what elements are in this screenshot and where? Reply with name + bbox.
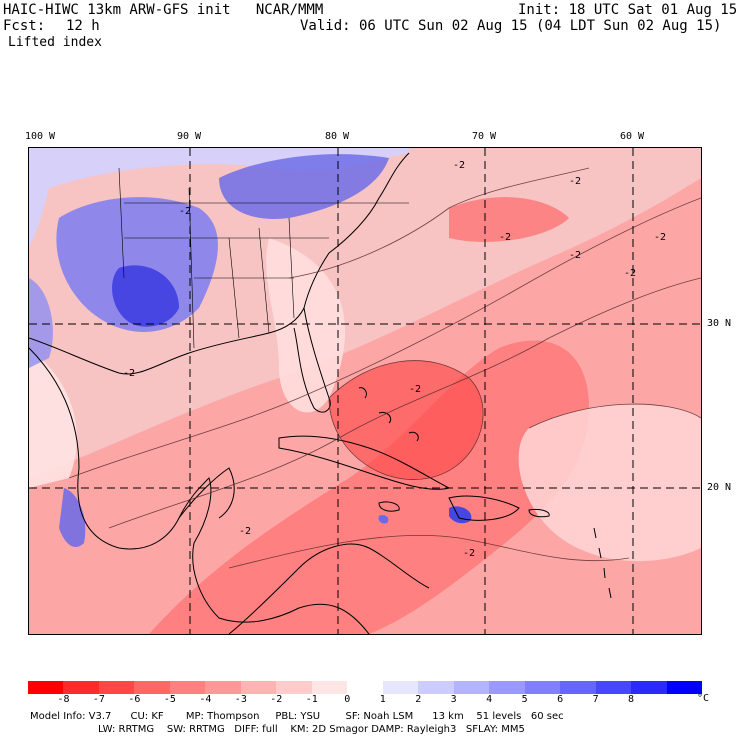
- state-border-lines-horizontal: [124, 202, 409, 279]
- colorbar-segment: [382, 681, 419, 694]
- contour-label: -2: [624, 268, 636, 279]
- strong-warm-core: [329, 360, 484, 480]
- valid-time: Valid: 06 UTC Sun 02 Aug 15 (04 LDT Sun …: [300, 18, 722, 34]
- contour-labels: -2 -2 -2 -2 -2 -2 -2 -2 -2 -2 -2: [123, 160, 666, 559]
- colorbar-unit: °C: [697, 693, 710, 704]
- bahamas-outline-2: [378, 411, 392, 424]
- lon-label-60w: 60 W: [619, 131, 645, 142]
- colorbar-segment: [666, 681, 703, 694]
- contour-1: [68, 197, 701, 479]
- model-info-line2: LW: RRTMG SW: RRTMG DIFF: full KM: 2D Sm…: [98, 724, 525, 735]
- model-info-line1: Model Info: V3.7 CU: KF MP: Thompson PBL…: [30, 711, 564, 722]
- contour-label: -2: [463, 548, 475, 559]
- colorbar-tick-label: -6: [128, 694, 141, 705]
- colorbar-tick-label: -5: [163, 694, 176, 705]
- colorbar-tick-label: -2: [270, 694, 283, 705]
- colorbar-segment: [631, 681, 668, 694]
- contour-label: -2: [409, 384, 421, 395]
- graticule: [29, 148, 701, 634]
- lat-label-20n: 20 N: [707, 482, 732, 493]
- antilles-outline: [593, 527, 612, 599]
- colorbar-tick-label: -1: [305, 694, 318, 705]
- bahamas-outline-1: [358, 387, 367, 399]
- field-name: Lifted index: [8, 35, 102, 50]
- hispaniola-outline: [448, 495, 520, 521]
- east-coastline: [303, 152, 410, 309]
- colorbar-tick-label: 6: [557, 694, 564, 705]
- lon-label-80w: 80 W: [324, 131, 350, 142]
- colorbar-tick-label: 8: [628, 694, 635, 705]
- colorbar-segment: [276, 681, 313, 694]
- colorbar-tick-label: 7: [592, 694, 599, 705]
- contour-2: [108, 277, 701, 529]
- colorbar-tick-label: -3: [234, 694, 247, 705]
- colorbar-segment: [489, 681, 526, 694]
- contour-4: [288, 167, 590, 279]
- central-america-coastline: [228, 543, 430, 634]
- colorbar-segment: [453, 681, 490, 694]
- colorbar-segment: [63, 681, 100, 694]
- contour-label: -2: [179, 206, 191, 217]
- colorbar-segment: [205, 681, 242, 694]
- contour-label: -2: [654, 232, 666, 243]
- colorbar-segment: [595, 681, 632, 694]
- colorbar-segment: [28, 681, 64, 694]
- colorbar-segment: [169, 681, 206, 694]
- cool-region-strong: [112, 265, 179, 327]
- lifted-index-map: -2 -2 -2 -2 -2 -2 -2 -2 -2 -2 -2: [28, 147, 702, 635]
- contour-label: -2: [569, 250, 581, 261]
- neutral-region-texas: [29, 348, 77, 488]
- colorbar-tick-label: -8: [57, 694, 70, 705]
- jamaica-outline: [378, 501, 400, 512]
- colorbar-segment: [134, 681, 171, 694]
- state-borders: [118, 167, 409, 349]
- lon-label-90w: 90 W: [176, 131, 202, 142]
- colorbar: [28, 681, 703, 694]
- colorbar-segment: [524, 681, 561, 694]
- colorbar-segment: [418, 681, 455, 694]
- map-canvas: -2 -2 -2 -2 -2 -2 -2 -2 -2 -2 -2: [29, 148, 701, 634]
- colorbar-tick-label: -4: [199, 694, 212, 705]
- contour-label: -2: [569, 176, 581, 187]
- neutral-region-atlantic: [518, 404, 701, 562]
- colorbar-tick-label: 3: [450, 694, 457, 705]
- yucatan-coastline: [178, 467, 235, 519]
- contour-label: -2: [453, 160, 465, 171]
- colorbar-segment: [240, 681, 277, 694]
- contour-label: -2: [123, 368, 135, 379]
- contour-label: -2: [499, 232, 511, 243]
- colorbar-segment: [347, 681, 384, 694]
- colorbar-tick-label: 0: [344, 694, 351, 705]
- lon-label-70w: 70 W: [471, 131, 497, 142]
- contour-5: [328, 360, 484, 480]
- colorbar-tick-label: 4: [486, 694, 493, 705]
- forecast-label: Fcst:: [3, 18, 46, 34]
- cool-spot-caribbean: [378, 515, 389, 524]
- cool-region-west: [29, 278, 53, 368]
- colorbar-segment: [560, 681, 597, 694]
- lat-label-30n: 30 N: [707, 318, 732, 329]
- colorbar-segment: [311, 681, 348, 694]
- neutral-region-florida: [266, 238, 346, 413]
- state-border-lines: [118, 167, 295, 349]
- warm-streak-north: [449, 197, 569, 242]
- puerto-rico-outline: [528, 508, 550, 518]
- contour-3: [228, 534, 630, 569]
- model-title: HAIC-HIWC 13km ARW-GFS init NCAR/MMM: [3, 2, 324, 18]
- forecast-hour: 12 h: [66, 18, 100, 34]
- contour-6: [528, 403, 701, 429]
- contour-label: -2: [239, 526, 251, 537]
- init-time: Init: 18 UTC Sat 01 Aug 15: [518, 2, 738, 18]
- mexico-coastline: [29, 347, 370, 634]
- bahamas-outline-3: [408, 431, 419, 442]
- colorbar-tick-label: -7: [92, 694, 105, 705]
- colorbar-tick-label: 1: [379, 694, 386, 705]
- colorbar-tick-label: 2: [415, 694, 422, 705]
- lon-label-100w: 100 W: [24, 131, 56, 142]
- colorbar-segment: [98, 681, 135, 694]
- colorbar-tick-label: 5: [521, 694, 528, 705]
- contour-lines: [68, 167, 701, 569]
